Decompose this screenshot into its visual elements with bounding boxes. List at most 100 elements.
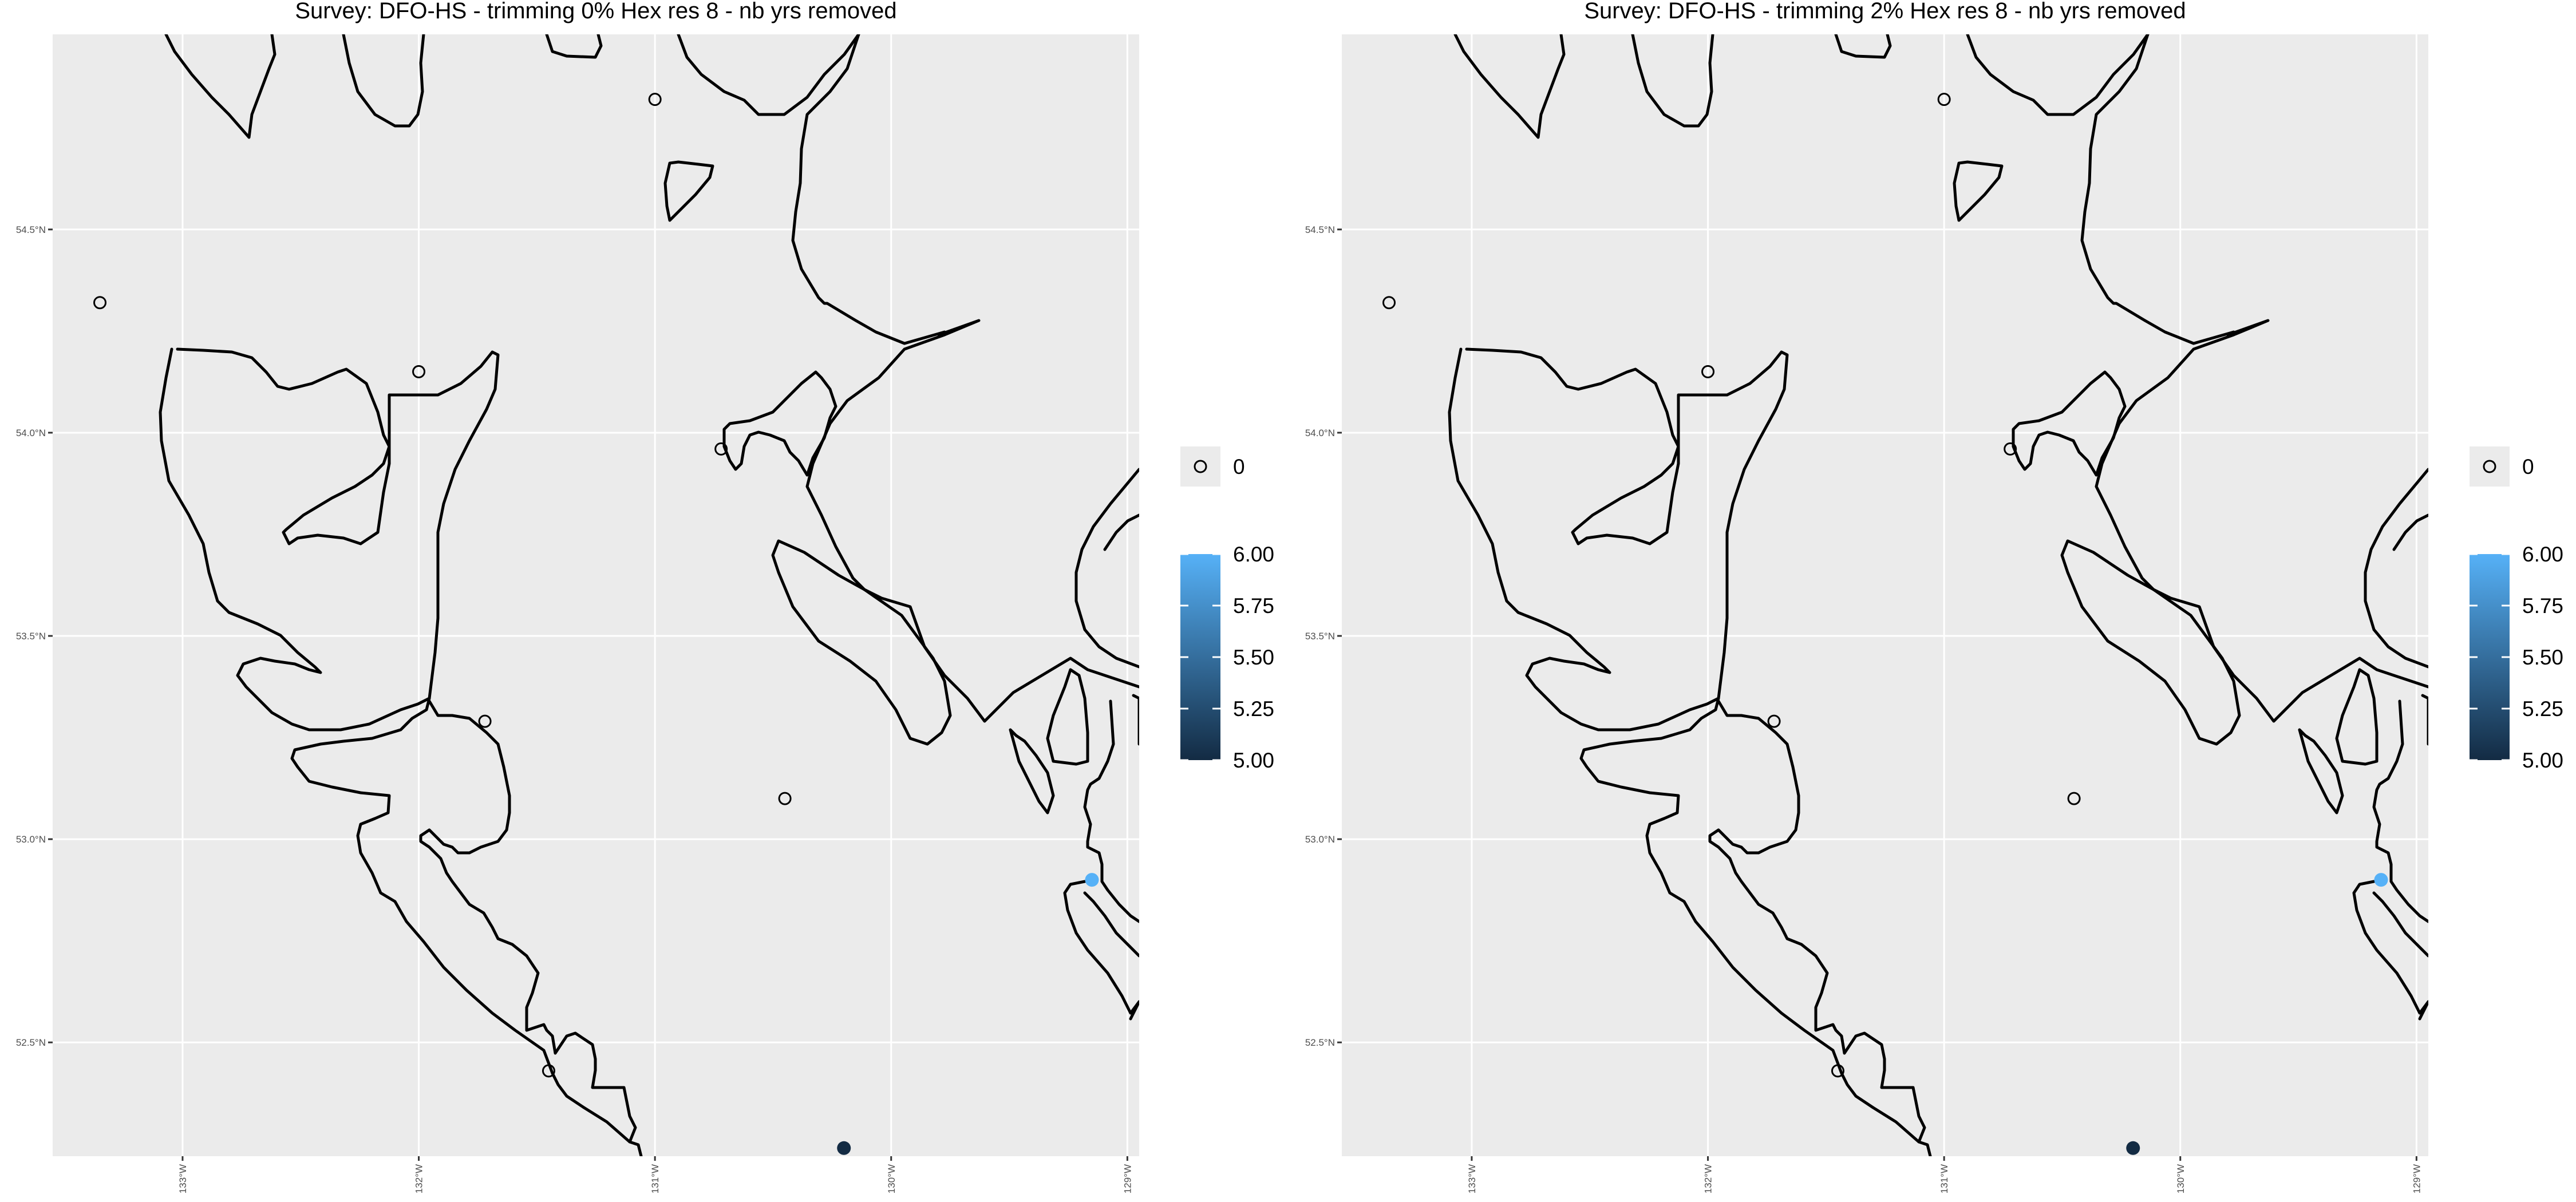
lon-tick-label: 132°W bbox=[1703, 1164, 1714, 1193]
colorbar-tick-label: 5.25 bbox=[1233, 697, 1274, 721]
zero-point bbox=[1831, 1064, 1844, 1078]
coastline-segment bbox=[2012, 370, 2127, 477]
coastline-segment bbox=[722, 370, 837, 477]
lat-tick-label: 54.0°N bbox=[16, 428, 46, 438]
coastline-segment bbox=[2421, 694, 2428, 746]
zero-point bbox=[542, 1064, 555, 1078]
legend-zero-symbol bbox=[1194, 460, 1207, 473]
colorbar-tick-label: 5.25 bbox=[2522, 697, 2563, 721]
value-point bbox=[2126, 1141, 2140, 1155]
coastline-segment bbox=[771, 539, 952, 746]
coastline-segment bbox=[2418, 1000, 2428, 1021]
zero-point bbox=[2004, 442, 2017, 456]
coastline-segment bbox=[2335, 668, 2379, 766]
coastline-segment bbox=[791, 34, 1139, 723]
lon-tick-label: 129°W bbox=[1122, 1164, 1133, 1193]
legend-zero-label: 0 bbox=[2522, 455, 2534, 479]
lat-tick-label: 52.5°N bbox=[1305, 1037, 1335, 1048]
legend-zero-key bbox=[2470, 446, 2510, 487]
coastline-segment bbox=[1129, 1000, 1139, 1021]
coastline-segment bbox=[1631, 34, 1714, 128]
panel-title: Survey: DFO-HS - trimming 2% Hex res 8 -… bbox=[1584, 0, 2186, 23]
coastline-segment bbox=[2060, 539, 2241, 746]
zero-point bbox=[93, 296, 107, 310]
coastline-segment bbox=[1579, 697, 1926, 1144]
lat-tick-label: 53.0°N bbox=[1305, 834, 1335, 845]
zero-point bbox=[478, 714, 492, 728]
lat-tick-label: 54.5°N bbox=[1305, 224, 1335, 235]
coastline-segment bbox=[2372, 891, 2428, 958]
coastline-segment bbox=[290, 697, 637, 1144]
value-point bbox=[1085, 873, 1099, 887]
zero-point bbox=[1767, 714, 1781, 728]
legend-zero-symbol bbox=[2483, 460, 2496, 473]
lat-tick-label: 53.5°N bbox=[16, 631, 46, 642]
coastline-segment bbox=[2080, 34, 2428, 723]
coastline-segment bbox=[663, 160, 714, 222]
colorbar-tick-label: 6.00 bbox=[1233, 543, 1274, 566]
map-panel-left: Survey: DFO-HS - trimming 0% Hex res 8 -… bbox=[16, 0, 1274, 1193]
coastline-segment bbox=[2298, 728, 2344, 814]
zero-point bbox=[648, 93, 662, 106]
colorbar-tick-label: 5.75 bbox=[2522, 594, 2563, 618]
lat-tick-label: 54.5°N bbox=[16, 224, 46, 235]
coastline-segment bbox=[2372, 699, 2428, 923]
coastline-segment bbox=[164, 34, 276, 139]
coastline-segment bbox=[2392, 513, 2428, 551]
colorbar-tick-label: 5.75 bbox=[1233, 594, 1274, 618]
plot-background bbox=[53, 34, 1139, 1156]
coastline-segment bbox=[628, 1140, 643, 1156]
zero-point bbox=[1937, 93, 1951, 106]
coastline-segment bbox=[1453, 34, 1566, 139]
value-point bbox=[2374, 873, 2388, 887]
lon-tick-label: 132°W bbox=[414, 1164, 425, 1193]
zero-point bbox=[1701, 365, 1715, 378]
lat-tick-label: 54.0°N bbox=[1305, 428, 1335, 438]
coastline bbox=[159, 34, 1139, 1156]
coastline-segment bbox=[677, 34, 860, 116]
coastline-segment bbox=[1966, 34, 2150, 116]
coastline bbox=[1448, 34, 2428, 1156]
coastline-segment bbox=[1953, 160, 2004, 222]
lon-tick-label: 129°W bbox=[2411, 1164, 2422, 1193]
coastline-segment bbox=[159, 347, 500, 732]
lat-tick-label: 53.0°N bbox=[16, 834, 46, 845]
legend-zero-key bbox=[1180, 446, 1220, 487]
zero-point bbox=[412, 365, 426, 378]
coastline-segment bbox=[1448, 347, 1789, 732]
colorbar-tick-label: 5.00 bbox=[1233, 749, 1274, 772]
coastline-segment bbox=[1132, 694, 1139, 746]
colorbar-tick-label: 5.50 bbox=[2522, 646, 2563, 669]
coastline-segment bbox=[545, 34, 603, 59]
map-panel-right: Survey: DFO-HS - trimming 2% Hex res 8 -… bbox=[1305, 0, 2563, 1193]
coastline-segment bbox=[1834, 34, 1892, 59]
lon-tick-label: 131°W bbox=[1939, 1164, 1950, 1193]
zero-point bbox=[778, 792, 792, 805]
lon-tick-label: 130°W bbox=[886, 1164, 897, 1193]
zero-point bbox=[2067, 792, 2081, 805]
coastline-segment bbox=[1009, 728, 1055, 814]
coastline-segment bbox=[2364, 468, 2428, 669]
lat-tick-label: 53.5°N bbox=[1305, 631, 1335, 642]
zero-point bbox=[714, 442, 728, 456]
value-point bbox=[837, 1141, 851, 1155]
coastline-segment bbox=[1083, 891, 1139, 958]
coastline-segment bbox=[2352, 880, 2428, 1015]
coastline-segment bbox=[1083, 699, 1139, 923]
coastline-segment bbox=[1063, 880, 1139, 1015]
panel-title: Survey: DFO-HS - trimming 0% Hex res 8 -… bbox=[295, 0, 896, 23]
lon-tick-label: 131°W bbox=[650, 1164, 661, 1193]
colorbar-tick-label: 6.00 bbox=[2522, 543, 2563, 566]
coastline-segment bbox=[1917, 1140, 1932, 1156]
lon-tick-label: 130°W bbox=[2175, 1164, 2186, 1193]
colorbar-tick-label: 5.00 bbox=[2522, 749, 2563, 772]
lat-tick-label: 52.5°N bbox=[16, 1037, 46, 1048]
coastline-segment bbox=[1046, 668, 1089, 766]
colorbar-tick-label: 5.50 bbox=[1233, 646, 1274, 669]
lon-tick-label: 133°W bbox=[177, 1164, 188, 1193]
legend-zero-label: 0 bbox=[1233, 455, 1245, 479]
zero-point bbox=[1382, 296, 1396, 310]
lon-tick-label: 133°W bbox=[1467, 1164, 1477, 1193]
plot-background bbox=[1342, 34, 2428, 1156]
